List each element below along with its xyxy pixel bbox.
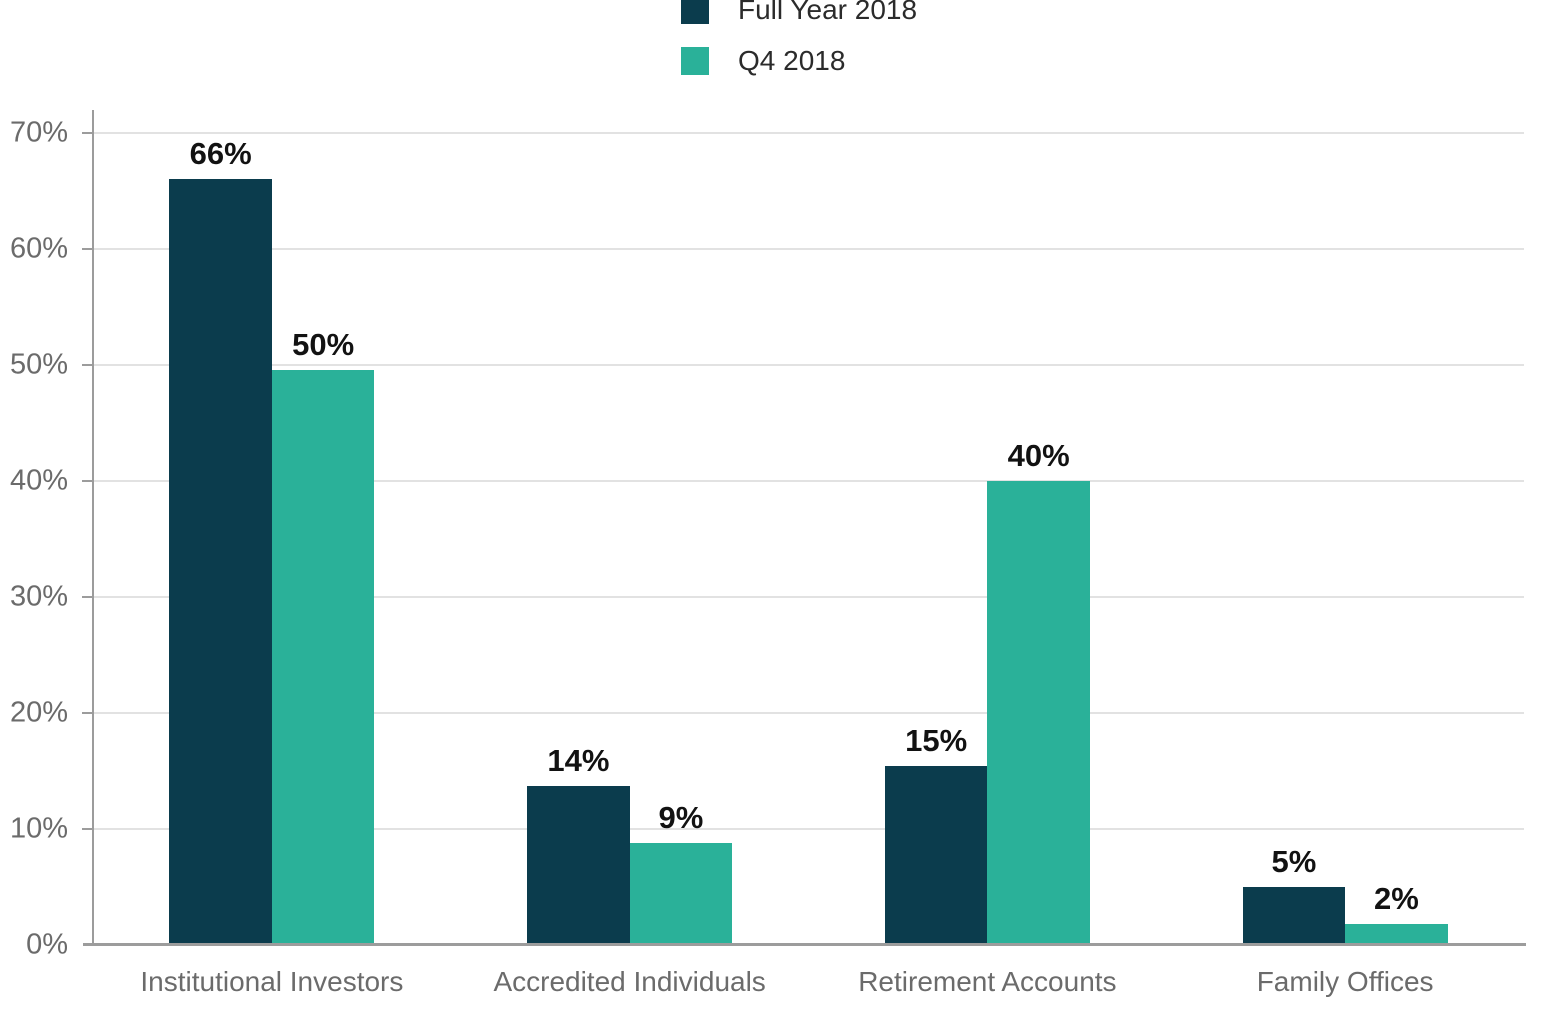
y-axis-tick-label: 70%: [9, 116, 68, 149]
y-axis-tick: [82, 712, 93, 714]
bar: [629, 842, 733, 945]
bar: [271, 369, 375, 945]
bar-value-label: 9%: [658, 799, 704, 835]
bar: [169, 179, 272, 945]
y-axis-tick: [82, 480, 93, 482]
category-label: Accredited Individuals: [493, 966, 766, 997]
bar-value-label: 2%: [1373, 881, 1419, 917]
bar-value-label: 50%: [292, 326, 355, 362]
legend-item: Full Year 2018: [681, 0, 918, 25]
bar-value-label: 40%: [1007, 438, 1070, 473]
bar: [1242, 887, 1346, 945]
y-axis-tick-label: 60%: [9, 232, 68, 265]
y-axis-tick-label: 40%: [9, 464, 68, 497]
bar-value-label: 66%: [189, 136, 252, 172]
y-axis-tick: [82, 828, 93, 830]
legend-label: Q4 2018: [738, 45, 846, 76]
y-axis-line: [92, 110, 94, 945]
gridline: [93, 712, 1524, 714]
y-axis-tick-label: 50%: [9, 348, 68, 381]
legend-item: Q4 2018: [681, 45, 917, 76]
bar: [884, 766, 988, 945]
y-axis-tick: [82, 248, 93, 250]
gridline: [93, 828, 1524, 830]
x-axis-line: [83, 943, 1526, 946]
bar: [527, 786, 630, 945]
legend-swatch: [681, 47, 709, 75]
y-axis-tick: [82, 596, 93, 598]
bar: [987, 481, 1090, 945]
legend-swatch: [681, 0, 709, 24]
bar-value-label: 14%: [547, 743, 610, 779]
gridline: [93, 248, 1524, 250]
bar-value-label: 15%: [905, 723, 968, 759]
bar: [1345, 924, 1448, 945]
y-axis-tick-label: 30%: [9, 580, 68, 613]
y-axis-tick: [82, 364, 93, 366]
legend-label: Full Year 2018: [738, 0, 918, 25]
bar-value-label: 5%: [1271, 844, 1317, 879]
gridline: [93, 480, 1524, 482]
y-axis-tick-label: 10%: [9, 812, 68, 845]
y-axis-tick-label: 20%: [9, 696, 68, 729]
y-axis-tick: [82, 132, 93, 134]
gridline: [93, 364, 1524, 366]
y-axis-tick-label: 0%: [26, 928, 68, 961]
gridline: [93, 596, 1524, 598]
chart-legend: Full Year 2018 Q4 2018: [681, 0, 918, 76]
category-label: Family Offices: [1256, 966, 1434, 997]
category-label: Institutional Investors: [140, 966, 404, 997]
gridline: [93, 132, 1524, 134]
category-label: Retirement Accounts: [858, 966, 1117, 997]
